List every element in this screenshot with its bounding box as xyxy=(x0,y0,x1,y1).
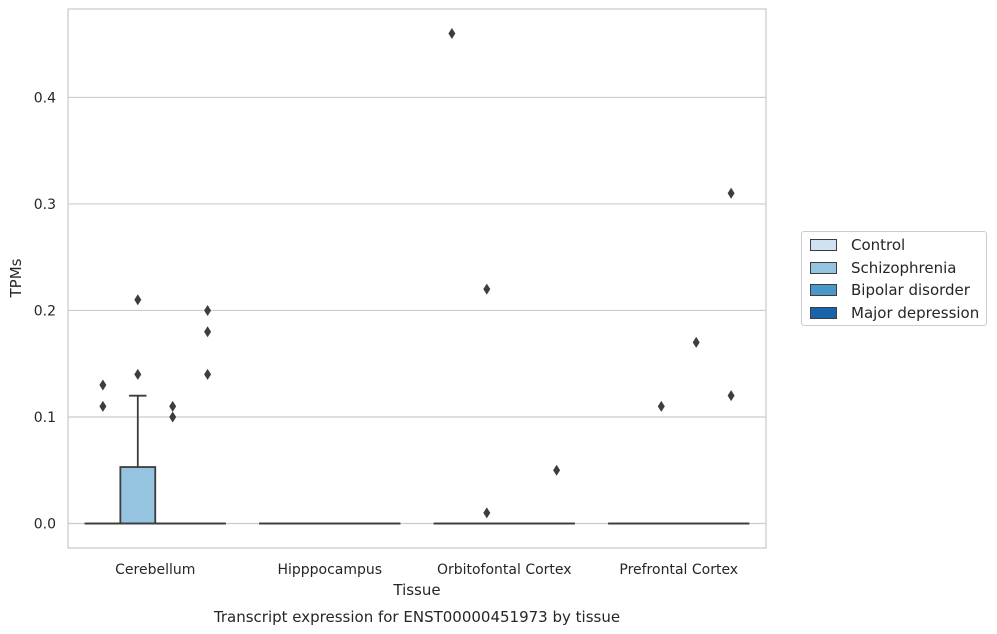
gridlines xyxy=(68,96,766,525)
legend: Control Schizophrenia Bipolar disorder Majo… xyxy=(801,231,987,326)
x-axis-title: Tissue xyxy=(392,581,440,599)
legend-swatch xyxy=(810,284,837,296)
outlier-point xyxy=(727,390,735,402)
y-tick-label: 0.3 xyxy=(34,197,56,213)
outlier-point xyxy=(169,400,177,412)
y-tick-label: 0.0 xyxy=(34,517,56,533)
x-tick-label: Cerebellum xyxy=(115,562,195,578)
boxes xyxy=(84,28,750,525)
x-tick-label: Orbitofontal Cortex xyxy=(437,562,572,578)
legend-swatch xyxy=(810,239,837,251)
x-tick-label: Prefrontal Cortex xyxy=(619,562,738,578)
y-tick-label: 0.4 xyxy=(34,90,56,106)
chart-title: Transcript expression for ENST0000045197… xyxy=(213,608,620,626)
outlier-point xyxy=(727,187,735,199)
legend-label: Major depression xyxy=(851,303,980,322)
outlier-point xyxy=(483,283,491,295)
y-axis-title: TPMs xyxy=(7,258,25,298)
outlier-point xyxy=(169,411,177,423)
legend-item: Bipolar disorder xyxy=(810,281,970,299)
outlier-point xyxy=(99,379,107,391)
legend-item: Control xyxy=(810,236,905,254)
outlier-point xyxy=(134,368,142,380)
outlier-point xyxy=(99,400,107,412)
x-tick-labels: Cerebellum Hipppocampus Orbitofontal Corte… xyxy=(115,562,738,578)
y-tick-label: 0.2 xyxy=(34,303,56,319)
box xyxy=(119,466,157,525)
y-tick-label: 0.1 xyxy=(34,410,56,426)
legend-item: Major depression xyxy=(810,304,979,322)
outlier-point xyxy=(657,400,665,412)
legend-label: Schizophrenia xyxy=(851,258,957,277)
legend-swatch xyxy=(810,261,837,274)
outlier-point xyxy=(448,28,456,39)
outlier-point xyxy=(204,326,212,338)
x-tick-label: Hipppocampus xyxy=(277,562,382,578)
legend-swatch xyxy=(810,306,837,319)
legend-label: Bipolar disorder xyxy=(851,281,970,299)
plot-area-frame xyxy=(67,8,767,549)
outlier-point xyxy=(134,294,142,306)
y-tick-labels: 0.0 0.1 0.2 0.3 0.4 xyxy=(34,90,56,532)
legend-label: Control xyxy=(851,236,906,254)
legend-item: Schizophrenia xyxy=(810,259,956,277)
outlier-point xyxy=(483,507,491,519)
outlier-point xyxy=(553,464,561,476)
outlier-point xyxy=(692,336,700,348)
outlier-point xyxy=(204,304,212,316)
outlier-point xyxy=(204,368,212,380)
